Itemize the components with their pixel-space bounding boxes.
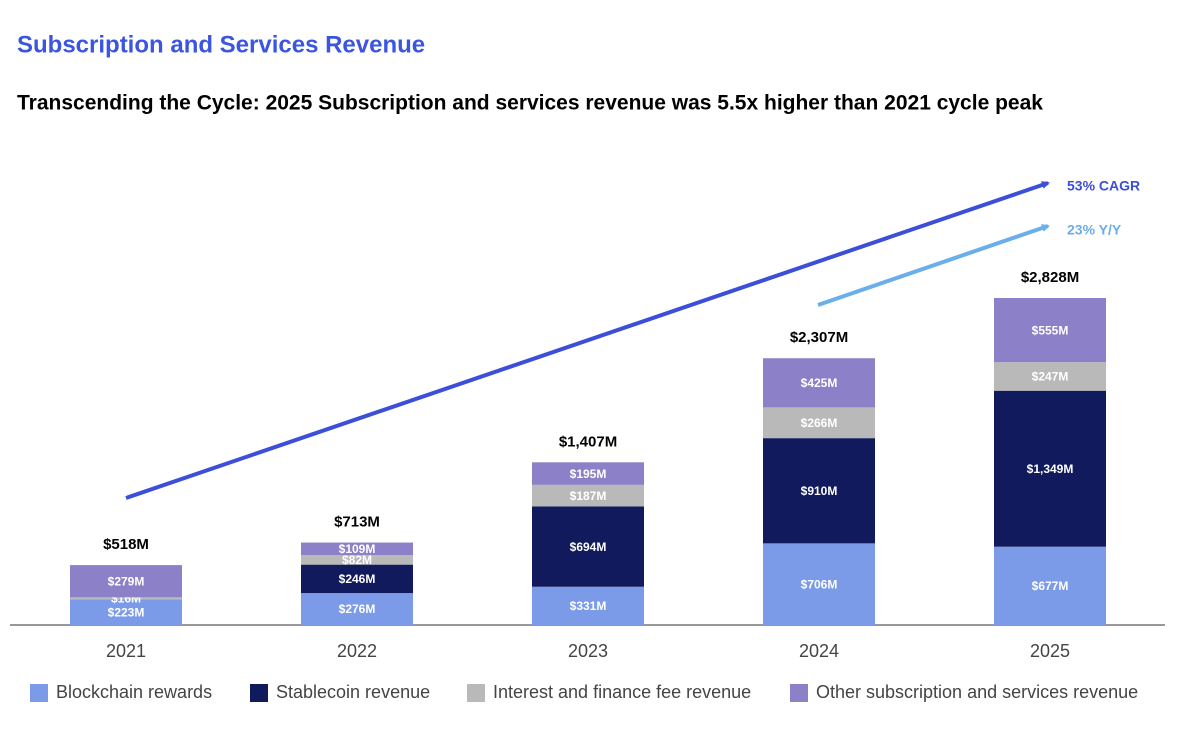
- bar-segment: [70, 599, 182, 625]
- chart-subtitle: Transcending the Cycle: 2025 Subscriptio…: [17, 92, 1043, 115]
- data-label: $109M: [339, 542, 376, 556]
- data-label: $276M: [339, 602, 376, 616]
- bar-segment: [532, 462, 644, 485]
- yoy-arrow: [817, 224, 1050, 307]
- chart-title: Subscription and Services Revenue: [17, 31, 425, 58]
- bar-segment: [763, 407, 875, 439]
- data-label: $1,349M: [1027, 462, 1074, 476]
- x-tick-label: 2021: [106, 641, 146, 661]
- bar-segment: [301, 555, 413, 565]
- bar-segment: [994, 546, 1106, 625]
- bar-segment: [532, 506, 644, 587]
- legend-swatch: [790, 684, 808, 702]
- data-label: $195M: [570, 467, 607, 481]
- data-label: $246M: [339, 572, 376, 586]
- bar-segment: [763, 438, 875, 544]
- data-label: $555M: [1032, 323, 1069, 337]
- x-tick-label: 2025: [1030, 641, 1070, 661]
- cagr-arrow: [125, 181, 1050, 500]
- data-label: $82M: [342, 553, 372, 567]
- bar-segment: [70, 597, 182, 600]
- data-label: $187M: [570, 489, 607, 503]
- bar-segment: [301, 542, 413, 556]
- data-label: $910M: [801, 484, 838, 498]
- data-label: $279M: [108, 574, 145, 588]
- bar-segment: [994, 362, 1106, 391]
- total-label: $2,307M: [790, 329, 848, 346]
- annotation: 53% CAGR: [1067, 178, 1140, 194]
- annotation: 23% Y/Y: [1067, 222, 1122, 238]
- bar-segment: [301, 593, 413, 625]
- x-tick-label: 2024: [799, 641, 839, 661]
- bar-segment: [532, 586, 644, 625]
- total-label: $2,828M: [1021, 269, 1079, 286]
- legend-swatch: [467, 684, 485, 702]
- legend-swatch: [250, 684, 268, 702]
- total-label: $1,407M: [559, 433, 617, 450]
- bar-segment: [763, 358, 875, 408]
- data-label: $706M: [801, 577, 838, 591]
- total-label: $713M: [334, 514, 380, 531]
- bar-segment: [994, 390, 1106, 547]
- data-label: $677M: [1032, 579, 1069, 593]
- bar-segment: [532, 484, 644, 507]
- data-label: $223M: [108, 605, 145, 619]
- x-tick-label: 2023: [568, 641, 608, 661]
- bar-segment: [70, 565, 182, 598]
- legend-label: Other subscription and services revenue: [816, 682, 1138, 702]
- data-label: $694M: [570, 540, 607, 554]
- legend-swatch: [30, 684, 48, 702]
- data-label: $425M: [801, 376, 838, 390]
- legend-label: Interest and finance fee revenue: [493, 682, 751, 702]
- legend-label: Stablecoin revenue: [276, 682, 430, 702]
- data-label: $266M: [801, 416, 838, 430]
- bar-segment: [763, 543, 875, 625]
- data-label: $331M: [570, 599, 607, 613]
- bar-segment: [994, 298, 1106, 363]
- bar-segment: [301, 564, 413, 594]
- data-label: $247M: [1032, 370, 1069, 384]
- x-tick-label: 2022: [337, 641, 377, 661]
- total-label: $518M: [103, 536, 149, 553]
- legend-label: Blockchain rewards: [56, 682, 212, 702]
